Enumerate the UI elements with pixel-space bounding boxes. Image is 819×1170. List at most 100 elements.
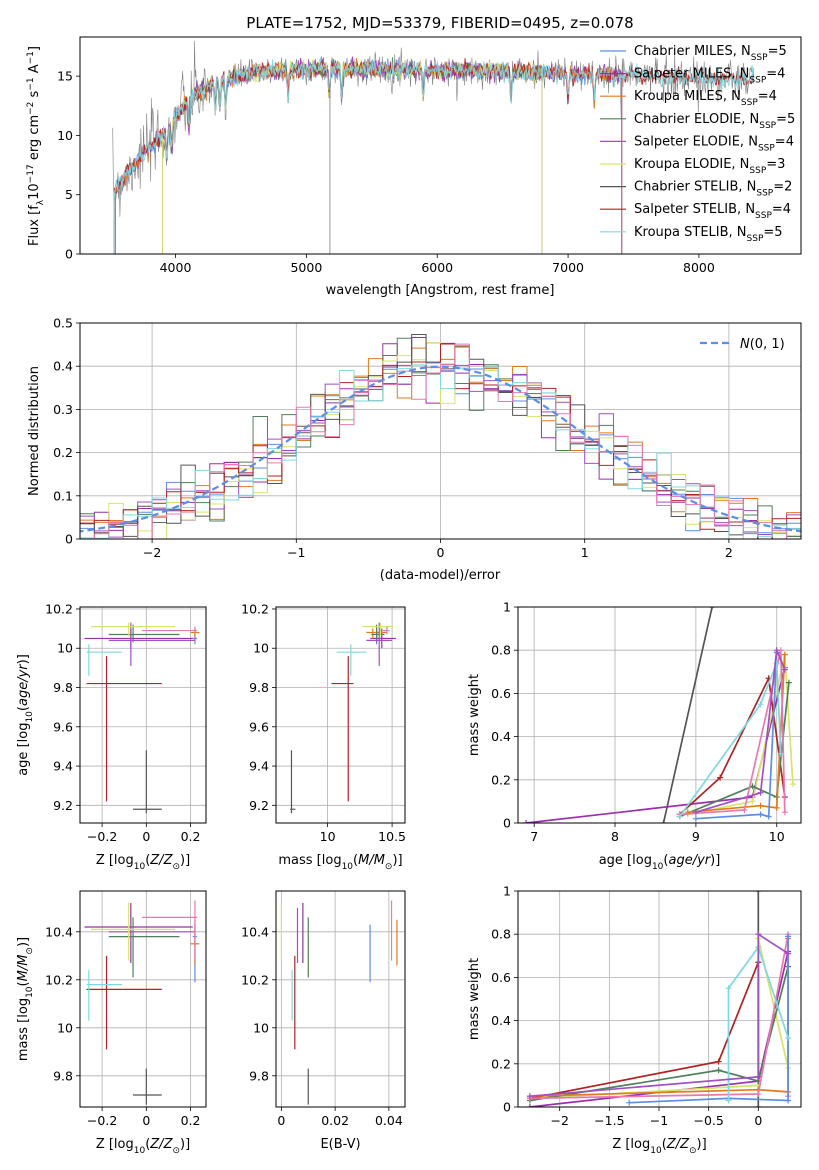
weight-marker [755,1073,762,1080]
plot-area [523,607,796,823]
weight-marker [773,804,780,811]
weight-marker [523,820,530,823]
label-part: 10 [134,1146,146,1156]
label-part: )] [392,853,402,868]
x-axis-label: age [log10(age/yr)] [599,853,721,872]
weight-marker [755,1091,762,1098]
y-tick-label: 0.6 [491,970,511,985]
label-part: =4 [758,89,777,104]
axes-frame [517,890,802,1108]
weight-line [529,932,789,1098]
label-part: age [log [599,853,652,868]
weight-marker [785,1034,792,1041]
x-tick-label: 4000 [160,260,192,275]
x-tick-label: −1 [287,545,305,560]
label-part: 10 [342,862,354,872]
x-tick-label: 0 [437,545,445,560]
weight-line [662,607,713,823]
plot-spectrum: 4000 5000 6000 7000 8000 0 5 10 15 wavelength [An… [26,36,802,298]
label-part: SSP [749,166,766,176]
label-part: age/yr [668,853,711,868]
label-part: Z [log [96,1137,134,1152]
label-part: Kroupa STELIB, N [634,225,747,240]
y-axis-label: Normed distribution [27,366,42,496]
weight-marker [785,933,792,940]
label-part: )] [710,853,720,868]
weight-marker [785,1097,792,1104]
y-axis-label: mass weight [467,958,482,1040]
y-tick-label: 0.2 [491,1056,511,1071]
label-part: =5 [763,225,782,240]
y-tick-label: 0 [503,1100,511,1115]
weight-line [529,961,760,1100]
label-part: mass [log [278,853,341,868]
weight-marker [777,750,784,757]
label-part: erg cm [27,115,42,164]
weight-marker [757,701,764,708]
label-part: Kroupa ELODIE, N [634,157,749,172]
y-tick-label: 10 [57,641,73,656]
legend-label: N(0, 1) [740,337,785,352]
legend-label: Chabrier ELODIE, NSSP=5 [634,112,795,131]
label-part: ( [145,853,150,868]
axes-frame [275,606,406,824]
x-axis-label: Z [log10(Z/Z⊙)] [96,853,190,872]
label-part: =2 [773,180,792,195]
x-tick-label: −0.2 [87,829,117,844]
y-tick-label: 9.8 [53,680,73,695]
y-tick-label: 5 [65,187,73,202]
label-part: ⊙ [25,947,35,955]
x-tick-label: 1 [581,545,589,560]
label-part: =5 [776,112,795,127]
label-part: s [27,90,42,101]
y-tick-label: 9.2 [53,798,73,813]
legend-label: Chabrier MILES, NSSP=5 [634,44,787,63]
axes-frame [79,606,207,824]
label-part: =4 [766,67,785,82]
y-tick-label: 0.8 [491,927,511,942]
weight-line [679,662,782,817]
label-part: SSP [756,189,773,199]
weight-marker [765,813,772,820]
label-part: Z [log [96,853,134,868]
label-part: E(B-V) [320,1137,360,1152]
label-part: =3 [766,157,785,172]
weight-marker [755,931,762,938]
weight-marker [725,985,732,992]
weight-line [679,650,786,816]
label-part: ] [27,46,42,51]
x-tick-label: −0.2 [87,1113,117,1128]
y-tick-label: 15 [57,69,73,84]
y-tick-label: 10.2 [45,601,73,616]
plot-area [112,40,755,254]
figure-title: PLATE=1752, MJD=53379, FIBERID=0495, z=0… [246,14,633,32]
weight-marker [741,807,748,814]
y-tick-label: 0.6 [491,686,511,701]
label-part: )] [16,654,31,664]
x-tick-label: 0 [142,1113,150,1128]
y-tick-label: 0.4 [491,729,511,744]
label-part: age/yr [16,663,31,706]
label-part: 10 [25,986,35,998]
x-tick-label: 0 [277,1113,285,1128]
label-part: −1 [26,51,36,64]
label-part: ⊙ [172,1146,180,1156]
label-part: age [log [16,723,31,776]
label-part: =4 [775,134,794,149]
weight-marker [715,1058,722,1065]
label-part: λ [36,199,46,205]
label-part: Z [log [612,1137,650,1152]
y-tick-label: 0 [65,247,73,262]
label-part: SSP [758,143,775,153]
y-tick-label: 10.4 [45,924,73,939]
x-tick-label: 8 [611,829,619,844]
label-part: mass [log [16,998,31,1061]
label-part: ⊙ [385,862,393,872]
weight-marker [755,1104,762,1107]
y-tick-label: 9.4 [249,759,269,774]
y-tick-label: 0.2 [53,445,73,460]
x-tick-label: 0 [754,1113,762,1128]
plot-area [526,891,792,1107]
